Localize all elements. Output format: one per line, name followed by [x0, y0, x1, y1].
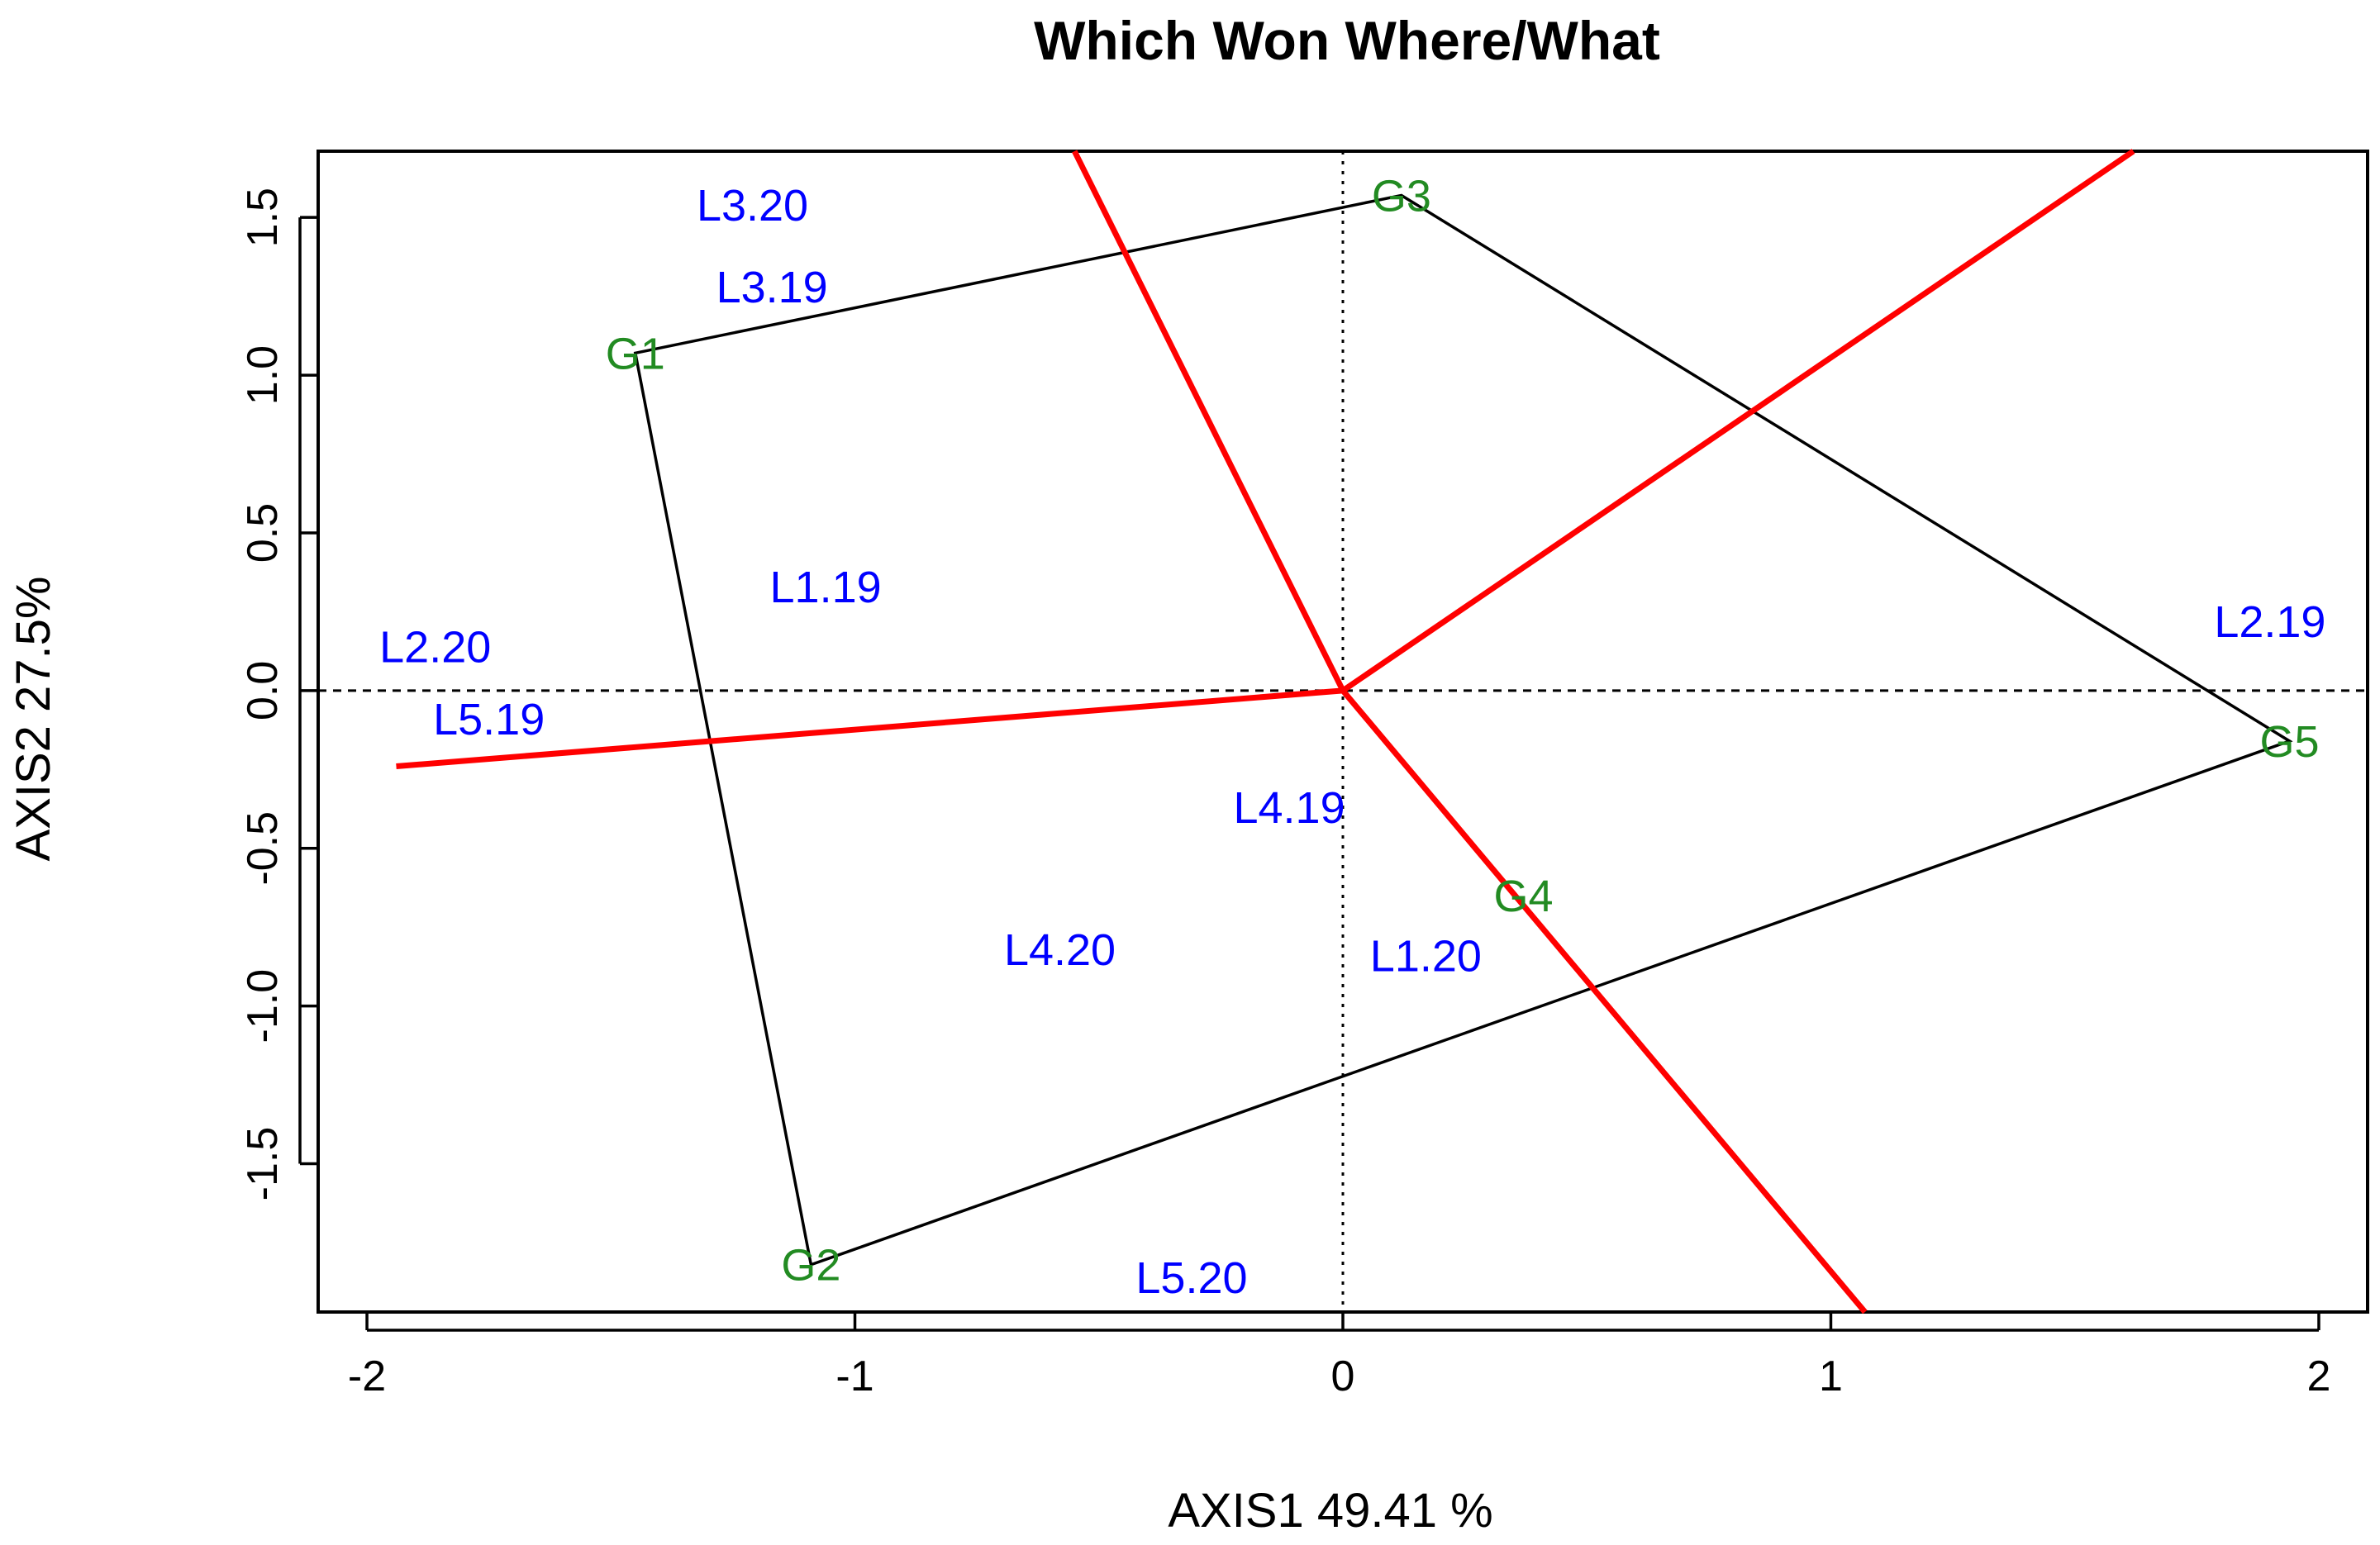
- y-axis: -1.5 -1.0 -0.5 0.0 0.5 1.0 1.5: [239, 188, 318, 1200]
- sector-ray-2: [1072, 150, 1346, 692]
- environment-label: L2.20: [379, 622, 491, 672]
- sector-rays: [396, 149, 2135, 1314]
- x-axis-label: AXIS1 49.41 %: [1168, 1484, 1492, 1538]
- environment-label: L4.19: [1233, 783, 1345, 833]
- y-tick-label: 0.0: [239, 661, 287, 720]
- y-tick-label: 0.5: [239, 503, 287, 563]
- environment-label: L4.20: [1004, 925, 1116, 975]
- x-tick-label: -1: [835, 1352, 873, 1400]
- environment-label: L2.19: [2214, 597, 2325, 647]
- x-tick-label: 1: [1819, 1352, 1843, 1400]
- environment-label: L5.20: [1135, 1253, 1247, 1303]
- x-tick-label: 2: [2306, 1352, 2330, 1400]
- environment-label: L1.20: [1370, 932, 1482, 982]
- convex-hull-polygon: [633, 193, 2293, 1267]
- genotype-label: G1: [606, 329, 665, 378]
- genotype-label: G4: [1493, 872, 1553, 921]
- environment-labels: L3.20 L3.19 L1.19 L2.20 L5.19 L2.19 L4.19 L4.20…: [379, 181, 2325, 1303]
- y-axis-label: AXIS2 27.5%: [7, 577, 60, 862]
- genotype-label: G2: [781, 1241, 840, 1291]
- environment-label: L3.20: [697, 181, 808, 231]
- y-tick-label: 1.5: [239, 188, 287, 247]
- genotype-labels: G1 G2 G3 G4 G5: [606, 171, 2320, 1290]
- x-tick-label: -2: [348, 1352, 386, 1400]
- genotype-label: G3: [1372, 171, 1431, 221]
- y-tick-label: -1.5: [239, 1127, 287, 1201]
- plot-frame: [317, 150, 2369, 1314]
- y-tick-label: -0.5: [239, 811, 287, 886]
- y-tick-label: -1.0: [239, 969, 287, 1043]
- genotype-label: G5: [2260, 717, 2320, 767]
- environment-label: L5.19: [433, 695, 545, 744]
- sector-ray-4: [1340, 688, 1868, 1314]
- x-tick-label: 0: [1331, 1352, 1355, 1400]
- y-tick-label: 1.0: [239, 345, 287, 405]
- sector-ray-1: [396, 687, 1344, 769]
- sector-ray-3: [1341, 149, 2135, 693]
- x-axis: -2 -1 0 1 2: [348, 1312, 2330, 1400]
- environment-label: L1.19: [770, 563, 882, 612]
- chart-title: Which Won Where/What: [1034, 10, 1660, 71]
- environment-label: L3.19: [716, 263, 828, 312]
